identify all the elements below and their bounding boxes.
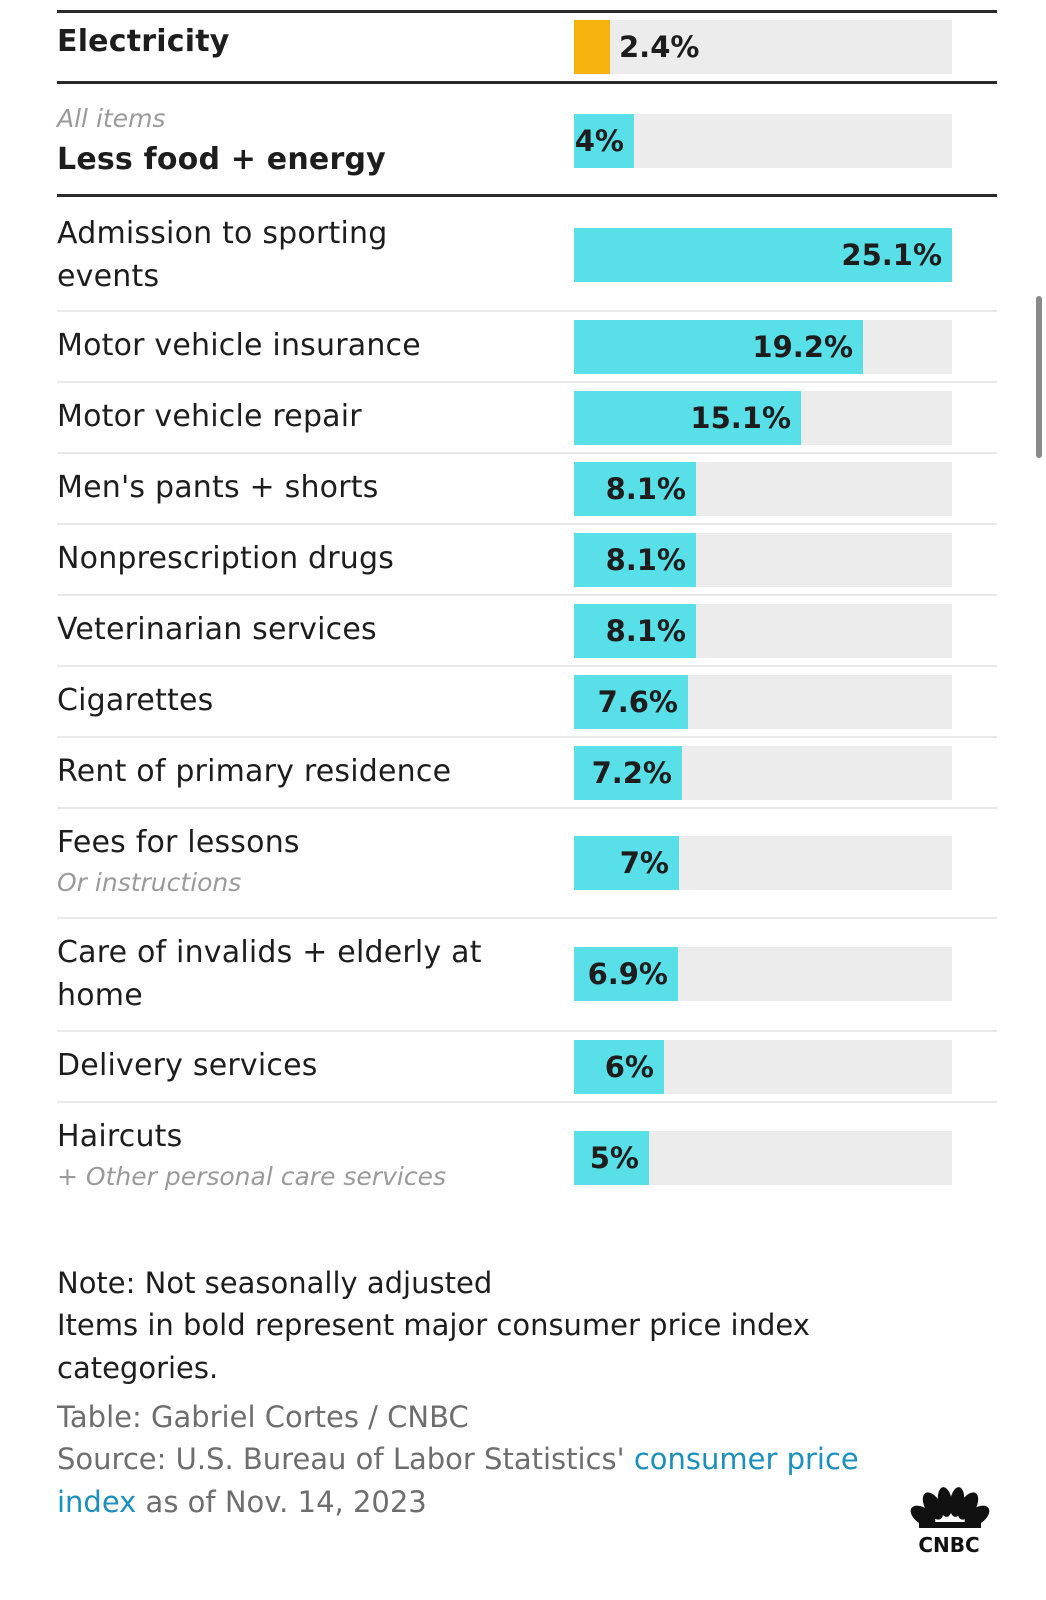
divider: [57, 807, 997, 809]
bar-value-label: 25.1%: [841, 238, 942, 272]
top-divider: [57, 10, 997, 13]
bar-track: 8.1%: [574, 533, 952, 587]
row-label: Men's pants + shorts: [57, 470, 379, 505]
table-credit: Table: Gabriel Cortes / CNBC: [57, 1400, 469, 1434]
divider: [57, 310, 997, 312]
bar-track: 8.1%: [574, 604, 952, 658]
bar-value-label: 6.9%: [587, 957, 668, 991]
bar: [574, 675, 688, 729]
row-label: Admission to sporting events: [57, 216, 388, 294]
bar: [574, 746, 682, 800]
bar: [574, 533, 696, 587]
row-label: Rent of primary residence: [57, 754, 452, 789]
bar: [574, 836, 679, 890]
bar-value-label: 15.1%: [690, 401, 791, 435]
bar-value-label: 5%: [589, 1141, 639, 1175]
row-sublabel: Or instructions: [57, 868, 242, 897]
bar: [574, 462, 696, 516]
cnbc-logo: CNBC: [910, 1487, 990, 1557]
source-suffix: as of Nov. 14, 2023: [136, 1485, 427, 1519]
divider: [57, 1101, 997, 1103]
divider: [57, 665, 997, 667]
row-label: Delivery services: [57, 1048, 318, 1083]
bar: [574, 114, 634, 168]
row-label: Electricity: [57, 24, 230, 59]
divider: [57, 736, 997, 738]
source-prefix: Source: U.S. Bureau of Labor Statistics': [57, 1442, 634, 1476]
cnbc-logo-text: CNBC: [918, 1533, 979, 1557]
bar: [574, 1131, 649, 1185]
bar-track: 6%: [574, 1040, 952, 1094]
divider: [57, 1030, 997, 1032]
divider-after-core: [57, 194, 997, 197]
bar: [574, 391, 801, 445]
bar-track: 15.1%: [574, 391, 952, 445]
bar: [574, 20, 610, 74]
row-sublabel: All items: [57, 104, 166, 133]
row-label: Fees for lessons: [57, 825, 300, 860]
row-label: Cigarettes: [57, 683, 214, 718]
row-label: Less food + energy: [57, 142, 386, 177]
bar-value-label: 8.1%: [605, 543, 686, 577]
bar-track: 2.4%: [574, 20, 952, 74]
bar-track: 4%: [574, 114, 952, 168]
divider: [57, 917, 997, 919]
bar-track: 8.1%: [574, 462, 952, 516]
divider: [57, 452, 997, 454]
bar: [574, 228, 952, 282]
row-label: Care of invalids + elderly at home: [57, 935, 482, 1013]
divider: [57, 523, 997, 525]
bar-value-label: 6%: [604, 1050, 654, 1084]
divider-after-electricity: [57, 81, 997, 84]
bar-track: 7.2%: [574, 746, 952, 800]
bar-track: 7%: [574, 836, 952, 890]
note-not-seasonally-adjusted: Note: Not seasonally adjusted: [57, 1266, 493, 1300]
divider: [57, 381, 997, 383]
scrollbar[interactable]: [1036, 296, 1042, 458]
row-label: Veterinarian services: [57, 612, 377, 647]
bar: [574, 604, 696, 658]
bar-value-label: 4%: [574, 124, 624, 158]
bar-value-label: 8.1%: [605, 614, 686, 648]
bar-value-label: 8.1%: [605, 472, 686, 506]
row-label: Motor vehicle insurance: [57, 328, 421, 363]
row-label: Nonprescription drugs: [57, 541, 395, 576]
bar-value-label: 7%: [619, 846, 669, 880]
bar-track: 6.9%: [574, 947, 952, 1001]
bar-track: 5%: [574, 1131, 952, 1185]
bar-track: 7.6%: [574, 675, 952, 729]
bar-track: 19.2%: [574, 320, 952, 374]
row-label: Haircuts: [57, 1119, 183, 1154]
bar-value-label: 2.4%: [619, 30, 700, 64]
bar-track: 25.1%: [574, 228, 952, 282]
divider: [57, 594, 997, 596]
bar: [574, 1040, 664, 1094]
note-bold-items: Items in bold represent major consumer p…: [57, 1308, 810, 1385]
bar: [574, 947, 678, 1001]
bar-value-label: 7.6%: [597, 685, 678, 719]
source-line: Source: U.S. Bureau of Labor Statistics'…: [57, 1438, 887, 1524]
row-label: Motor vehicle repair: [57, 399, 362, 434]
cpi-link[interactable]: consumer price index: [57, 1442, 859, 1519]
bar-value-label: 7.2%: [591, 756, 672, 790]
bar-value-label: 19.2%: [752, 330, 853, 364]
bar: [574, 320, 863, 374]
row-sublabel: + Other personal care services: [57, 1162, 446, 1191]
